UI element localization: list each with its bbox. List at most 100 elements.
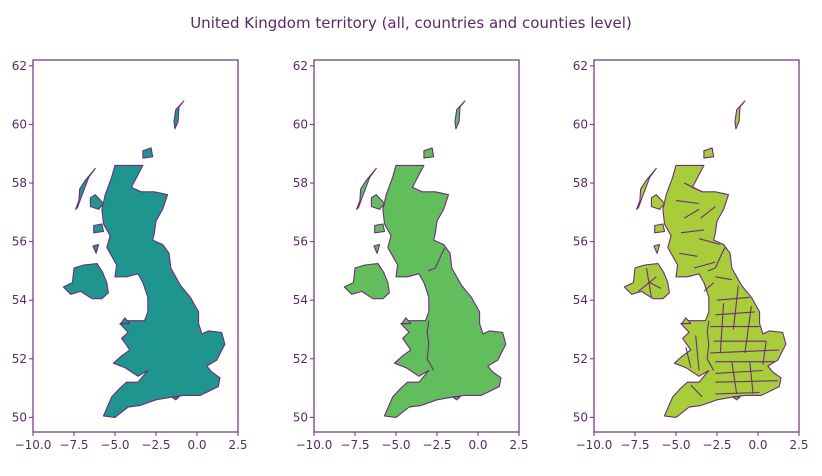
y-tick-label: 54 [12,293,27,307]
county-border [680,229,704,234]
figure-title: United Kingdom territory (all, countries… [190,14,632,32]
x-tick-label: 2.5 [228,438,247,452]
county-border [719,303,725,353]
country-border [426,320,435,371]
y-tick-label: 62 [573,59,588,73]
county-border [716,296,750,301]
county-border [698,238,721,246]
map-panel-all: −10.0 −7.5 −5.0 −2.5 0.0 2.5 50 52 54 56 58 60 62 [12,59,248,452]
island-shape [92,243,100,254]
y-tick-label: 58 [573,176,588,190]
island-shape [681,317,692,325]
country-border [707,247,726,272]
axes-frame [593,59,800,433]
northern-ireland-shape [343,263,390,300]
x-tick-label: −2.5 [702,438,731,452]
x-tick-label: −7.5 [340,438,369,452]
island-shape [171,396,180,401]
county-border [693,261,716,269]
y-tick-label: 58 [293,176,308,190]
island-shape [650,194,666,210]
x-tick-label: −10.0 [576,438,613,452]
y-tick-label: 60 [573,117,588,131]
y-tick-label: 54 [293,293,308,307]
x-tick-label: 2.5 [509,438,528,452]
x-tick-label: −2.5 [141,438,170,452]
x-tick-label: −10.0 [296,438,333,452]
x-tick-label: 0.0 [468,438,487,452]
y-tick-label: 60 [12,117,27,131]
county-border [679,252,698,257]
island-shape [454,100,466,130]
island-shape [703,147,715,159]
y-tick-label: 52 [573,352,588,366]
county-border [649,282,662,289]
county-border [637,276,657,292]
county-border [690,384,703,398]
county-border [715,369,763,374]
y-tick-label: 58 [12,176,27,190]
county-border [731,361,738,394]
y-tick-label: 56 [12,235,27,249]
island-shape [732,396,741,401]
county-border [685,346,692,368]
island-shape [734,100,746,130]
y-tick-label: 62 [12,59,27,73]
island-shape [356,167,377,210]
island-shape [75,167,96,210]
x-tick-label: 2.5 [789,438,808,452]
island-shape [173,100,185,130]
county-border [700,206,716,219]
island-shape [653,243,661,254]
county-border [762,341,767,365]
y-tick-label: 52 [293,352,308,366]
island-shape [373,243,381,254]
island-shape [89,194,105,210]
x-tick-label: −5.0 [661,438,690,452]
x-tick-label: −2.5 [422,438,451,452]
island-shape [401,317,412,325]
island-shape [423,147,435,159]
axes-frame [32,59,239,433]
island-shape [142,147,154,159]
y-tick-label: 50 [293,410,308,424]
county-border [703,282,715,292]
x-tick-label: −7.5 [620,438,649,452]
county-border [683,208,700,219]
y-tick-label: 54 [573,293,588,307]
y-tick-label: 50 [12,410,27,424]
axes-frame [313,59,520,433]
island-shape [374,223,386,234]
y-tick-label: 60 [293,117,308,131]
island-shape [370,194,386,210]
northern-ireland-shape [62,263,109,300]
y-tick-label: 52 [12,352,27,366]
county-border [695,335,700,371]
county-border [749,361,754,394]
x-tick-label: 0.0 [187,438,206,452]
county-border [732,285,739,330]
map-panel-counties: −10.0 −7.5 −5.0 −2.5 0.0 2.5 50 52 54 56 58 60 62 [573,59,809,452]
county-border [715,276,732,281]
county-border [683,182,703,193]
county-border [744,305,752,353]
y-tick-label: 56 [573,235,588,249]
map-panel-countries: −10.0 −7.5 −5.0 −2.5 0.0 2.5 50 52 54 56 58 60 62 [293,59,529,452]
island-shape [654,223,666,234]
country-border [427,247,446,272]
x-tick-label: −7.5 [59,438,88,452]
y-tick-label: 50 [573,410,588,424]
northern-ireland-shape [623,263,670,300]
country-border [706,320,715,371]
y-tick-label: 62 [293,59,308,73]
x-tick-label: −10.0 [15,438,52,452]
county-border [715,391,760,395]
island-shape [120,317,131,325]
x-tick-label: −5.0 [100,438,129,452]
x-tick-label: −5.0 [381,438,410,452]
island-shape [636,167,657,210]
great-britain-shape [382,164,507,418]
x-tick-label: 0.0 [748,438,767,452]
